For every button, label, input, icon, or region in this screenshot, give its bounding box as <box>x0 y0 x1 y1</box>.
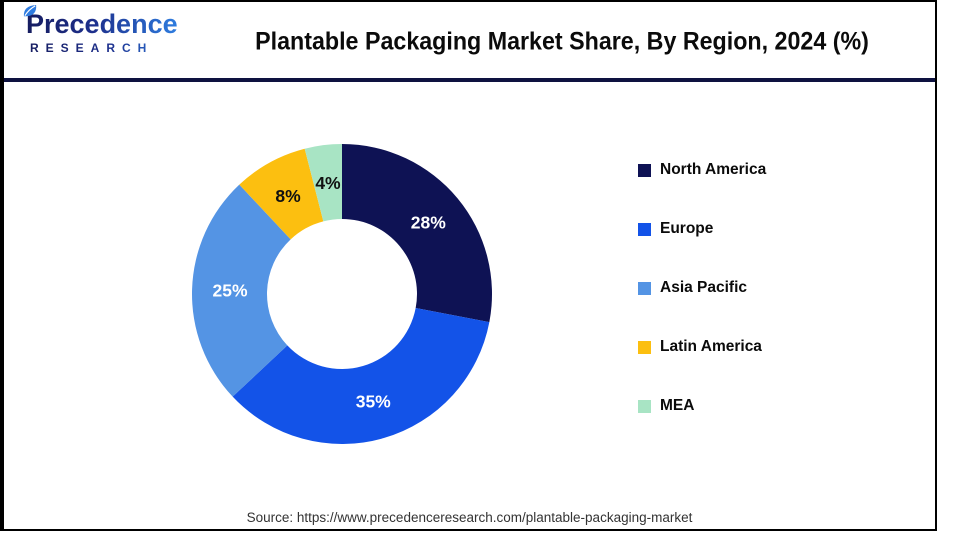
pie-slice-north-america <box>342 144 493 323</box>
chart-legend: North America Europe Asia Pacific Latin Ame… <box>638 161 766 456</box>
legend-swatch <box>638 281 651 295</box>
pie-slice-europe <box>232 308 490 444</box>
pie-slice-asia-pacific <box>192 184 291 397</box>
legend-swatch <box>638 340 651 354</box>
legend-item-europe: Europe <box>638 220 766 238</box>
chart-area: 28% 35% 25% 8% 4% North America Europe Asia Pa… <box>4 82 935 529</box>
legend-item-asia-pacific: Asia Pacific <box>638 279 766 297</box>
legend-label: Latin America <box>660 338 762 355</box>
legend-item-mea: MEA <box>638 397 766 415</box>
source-note: Source: https://www.precedenceresearch.c… <box>246 510 693 525</box>
pie-slice-label: 25% <box>213 281 248 301</box>
header: Precedence RESEARCH Plantable Packaging … <box>4 2 935 82</box>
brand-name: Precedence <box>23 4 178 39</box>
pie-slice-label: 4% <box>315 173 341 193</box>
legend-label: Asia Pacific <box>660 279 748 296</box>
chart-title: Plantable Packaging Market Share, By Reg… <box>255 27 869 56</box>
chart-card: Precedence RESEARCH Plantable Packaging … <box>0 0 937 531</box>
pie-slice-latin-america <box>239 148 324 240</box>
brand-logo: Precedence RESEARCH <box>23 4 178 54</box>
leaf-icon <box>23 4 37 17</box>
donut-chart: 28% 35% 25% 8% 4% <box>192 144 493 444</box>
legend-label: Europe <box>660 220 714 237</box>
legend-label: MEA <box>660 397 695 414</box>
pie-slice-mea <box>304 144 342 222</box>
legend-label: North America <box>660 161 767 178</box>
pie-slice-label: 35% <box>356 392 391 412</box>
legend-swatch <box>638 222 651 236</box>
legend-swatch <box>638 163 651 177</box>
legend-swatch <box>638 399 651 413</box>
brand-subtitle: RESEARCH <box>24 42 178 54</box>
legend-item-latin-america: Latin America <box>638 338 766 356</box>
legend-item-north-america: North America <box>638 161 766 179</box>
brand-name-text: Precedence <box>26 9 178 39</box>
pie-slice-label: 28% <box>411 213 446 233</box>
pie-slice-label: 8% <box>275 186 301 206</box>
